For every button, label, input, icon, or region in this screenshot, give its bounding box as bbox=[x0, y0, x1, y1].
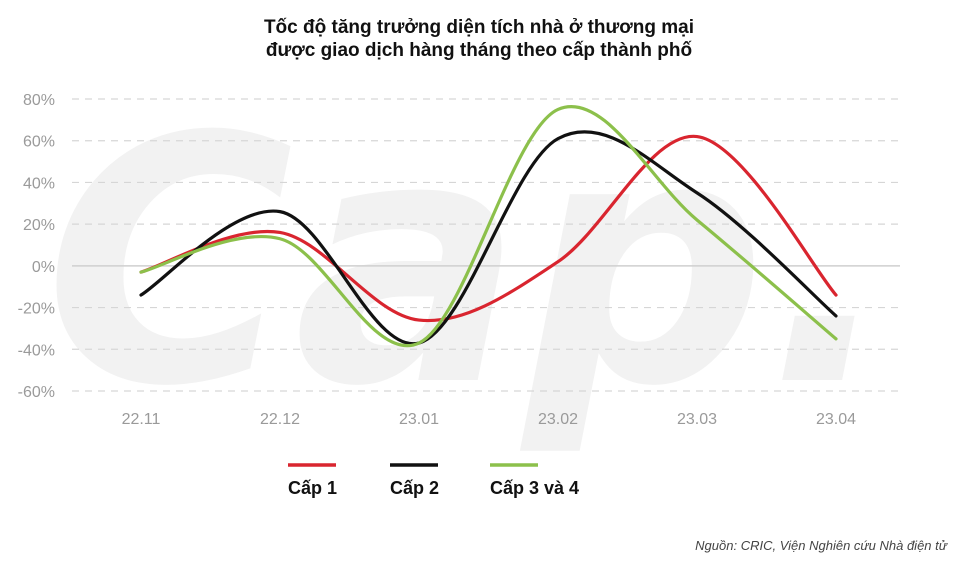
source-note: Nguồn: CRIC, Viện Nghiên cứu Nhà điện tử bbox=[695, 538, 947, 553]
y-tick-label: 20% bbox=[23, 217, 55, 234]
y-tick-label: 0% bbox=[32, 259, 55, 276]
series-line-2 bbox=[139, 130, 838, 346]
series-line-3 bbox=[139, 105, 838, 348]
x-tick-label: 23.04 bbox=[816, 411, 856, 428]
x-tick-label: 23.01 bbox=[399, 411, 439, 428]
series-line-1 bbox=[139, 134, 838, 323]
x-tick-label: 23.02 bbox=[538, 411, 578, 428]
chart-title: Tốc độ tăng trưởng diện tích nhà ở thươn… bbox=[264, 17, 694, 61]
legend: Cấp 1 Cấp 2 Cấp 3 và 4 bbox=[288, 463, 579, 498]
legend-label-1: Cấp 1 bbox=[288, 478, 337, 498]
y-tick-label: 80% bbox=[23, 92, 55, 109]
gridlines bbox=[72, 98, 900, 392]
chart-title-line-1: Tốc độ tăng trưởng diện tích nhà ở thươn… bbox=[264, 17, 694, 38]
y-tick-label: -60% bbox=[18, 384, 55, 401]
y-tick-label: -40% bbox=[18, 342, 55, 359]
chart-title-line-2: được giao dịch hàng tháng theo cấp thành… bbox=[266, 40, 693, 61]
x-axis: 22.11 22.12 23.01 23.02 23.03 23.04 bbox=[122, 411, 857, 428]
y-tick-label: 40% bbox=[23, 175, 55, 192]
y-axis: 80% 60% 40% 20% 0% -20% -40% -60% bbox=[18, 92, 55, 401]
legend-label-3: Cấp 3 và 4 bbox=[490, 478, 579, 498]
x-tick-label: 22.11 bbox=[122, 411, 161, 428]
y-tick-label: -20% bbox=[18, 301, 55, 318]
y-tick-label: 60% bbox=[23, 134, 55, 151]
series-lines bbox=[139, 105, 838, 348]
x-tick-label: 22.12 bbox=[260, 411, 300, 428]
watermark-text: Cap. bbox=[44, 65, 896, 461]
watermark: Cap. bbox=[44, 65, 896, 461]
legend-label-2: Cấp 2 bbox=[390, 478, 439, 498]
x-tick-label: 23.03 bbox=[677, 411, 717, 428]
